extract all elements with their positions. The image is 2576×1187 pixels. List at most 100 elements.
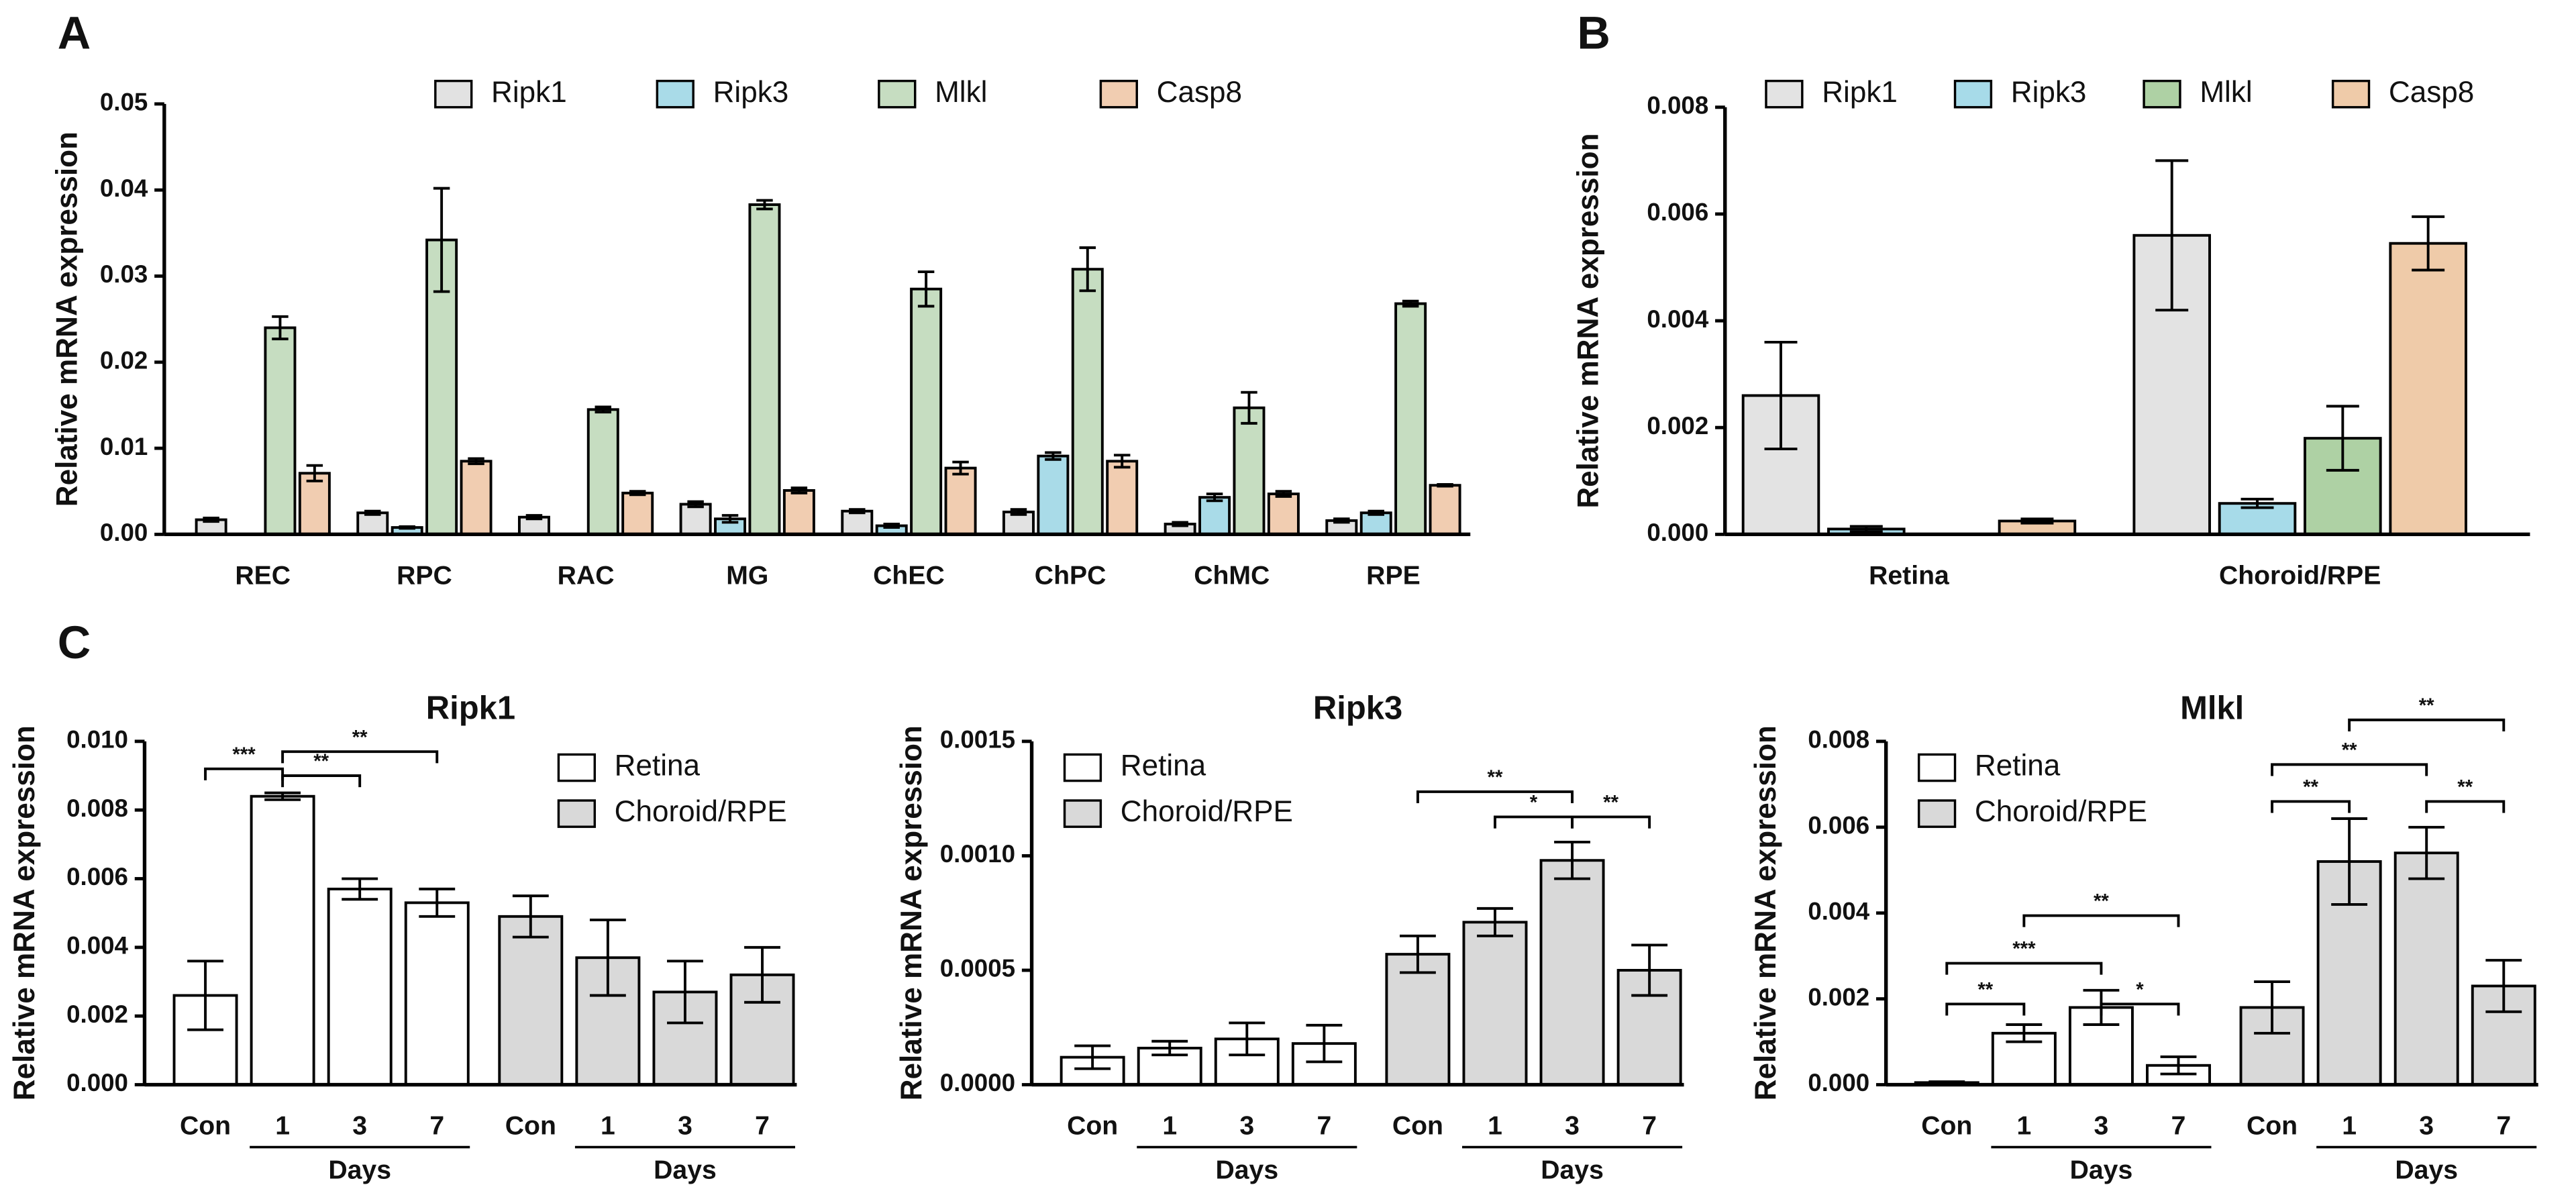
- error-bar: [1113, 454, 1131, 469]
- error-bar: [2408, 825, 2445, 880]
- bar: [2393, 851, 2459, 1086]
- group-label: Days: [328, 1156, 391, 1185]
- bar: [621, 491, 654, 536]
- y-tick-label: 0.006: [66, 863, 128, 890]
- bar: [1198, 496, 1231, 536]
- x-tick-label: Con: [505, 1112, 556, 1141]
- error-bar: [1368, 509, 1384, 516]
- significance-label: ***: [232, 743, 256, 766]
- error-bar: [1045, 451, 1062, 461]
- bar: [841, 509, 874, 536]
- error-bar: [468, 457, 484, 466]
- bar: [1106, 460, 1139, 536]
- x-tick-label: ChMC: [1194, 561, 1270, 590]
- legend-swatch: [878, 79, 917, 109]
- legend-label: Mlkl: [2200, 76, 2252, 109]
- error-bar: [1241, 391, 1257, 425]
- significance-label: **: [1977, 978, 1993, 1000]
- bar: [679, 503, 712, 536]
- y-tick-label: 0.03: [100, 260, 148, 288]
- x-tick-label: ChEC: [873, 561, 945, 590]
- significance-label: **: [1603, 792, 1618, 814]
- x-tick-label: 7: [2171, 1112, 2186, 1141]
- error-bar: [419, 887, 456, 918]
- significance-label: **: [2457, 776, 2473, 798]
- bar: [1429, 484, 1461, 536]
- x-tick-label: 7: [1642, 1112, 1657, 1141]
- bar: [910, 287, 943, 536]
- y-tick-label: 0.008: [1647, 91, 1708, 119]
- y-tick-label: 0.004: [66, 932, 128, 960]
- y-tick-label: 0.000: [1647, 519, 1708, 546]
- y-tick-label: 0.000: [66, 1069, 128, 1096]
- legend-swatch: [1099, 79, 1138, 109]
- error-bar: [187, 960, 223, 1031]
- y-axis-label: Relative mRNA expression: [1749, 725, 1782, 1100]
- chart-title: Ripk3: [1313, 690, 1402, 726]
- error-bar: [595, 405, 612, 414]
- legend-swatch: [1917, 799, 1957, 828]
- legend-swatch: [1917, 753, 1957, 782]
- y-tick-label: 0.002: [1647, 412, 1708, 440]
- bar: [264, 326, 297, 536]
- x-tick-label: 3: [1239, 1112, 1254, 1141]
- significance-bracket: [2348, 718, 2506, 732]
- error-bar: [1306, 1023, 1343, 1064]
- error-bar: [1333, 517, 1350, 524]
- bar: [1462, 921, 1528, 1086]
- significance-bracket: [1945, 962, 2103, 975]
- bar: [1267, 493, 1300, 536]
- error-bar: [1631, 943, 1668, 997]
- y-tick-label: 0.008: [66, 794, 128, 822]
- significance-bracket: [2100, 1002, 2180, 1016]
- significance-bracket: [1945, 1002, 2026, 1016]
- error-bar: [849, 508, 866, 515]
- legend-label: Ripk3: [2011, 76, 2087, 109]
- y-tick-label: 0.000: [1808, 1069, 1869, 1096]
- legend-label: Casp8: [1157, 76, 1242, 109]
- x-tick-label: 1: [1162, 1112, 1177, 1141]
- y-tick-label: 0.00: [100, 519, 148, 546]
- bar: [460, 460, 493, 536]
- significance-bracket: [1494, 815, 1574, 829]
- x-tick-label: 1: [275, 1112, 290, 1141]
- error-bar: [364, 509, 381, 516]
- y-tick-label: 0.004: [1808, 897, 1869, 925]
- x-tick-label: RPE: [1366, 561, 1421, 590]
- bar: [782, 488, 815, 536]
- x-tick-label: Con: [2247, 1112, 2298, 1141]
- bar: [250, 794, 315, 1086]
- legend-swatch: [434, 79, 473, 109]
- bar: [1539, 859, 1605, 1086]
- error-bar: [2020, 517, 2054, 525]
- significance-bracket: [281, 774, 362, 788]
- y-tick-label: 0.04: [100, 174, 148, 202]
- significance-label: *: [2136, 978, 2144, 1000]
- group-label: Days: [1215, 1156, 1278, 1185]
- significance-label: **: [352, 726, 368, 748]
- bar: [1394, 302, 1427, 536]
- legend-label: Casp8: [2389, 76, 2474, 109]
- x-tick-label: ChPC: [1035, 561, 1106, 590]
- error-bar: [2326, 405, 2359, 472]
- y-axis-label: Relative mRNA expression: [50, 132, 83, 507]
- bar: [1071, 268, 1104, 536]
- legend-label: Retina: [1975, 750, 2061, 782]
- legend-swatch: [1953, 79, 1993, 109]
- error-bar: [1172, 521, 1188, 527]
- y-axis-label: Relative mRNA expression: [8, 725, 41, 1100]
- legend-label: Ripk1: [1822, 76, 1898, 109]
- y-axis-label: Relative mRNA expression: [1572, 133, 1605, 508]
- error-bar: [433, 187, 450, 293]
- significance-label: **: [2303, 776, 2318, 798]
- significance-label: **: [2094, 890, 2109, 913]
- significance-bracket: [2271, 800, 2351, 813]
- y-tick-label: 0.008: [1808, 726, 1869, 754]
- bar: [298, 472, 331, 536]
- error-bar: [790, 486, 808, 495]
- chart-title: Ripk1: [426, 690, 515, 726]
- error-bar: [667, 960, 703, 1025]
- error-bar: [756, 199, 773, 211]
- x-tick-label: 7: [429, 1112, 444, 1141]
- error-bar: [1402, 299, 1419, 308]
